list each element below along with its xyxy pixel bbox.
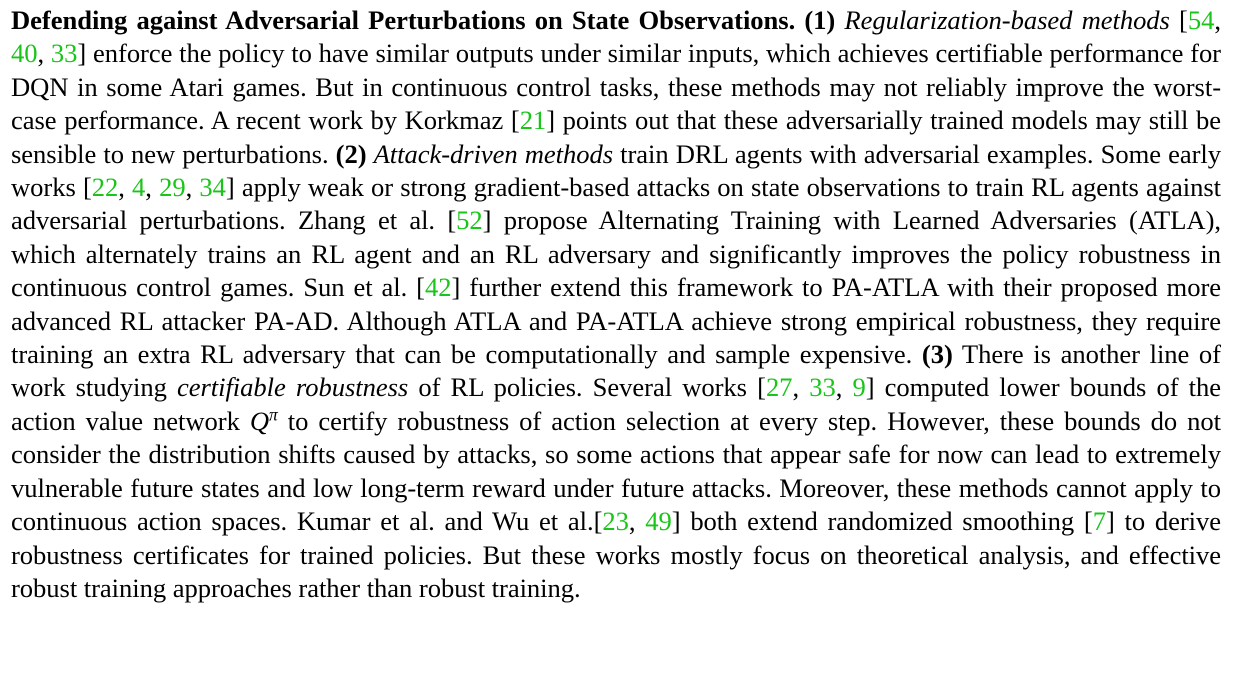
- citation-link[interactable]: 52: [456, 205, 483, 236]
- citation-link[interactable]: 34: [199, 172, 226, 203]
- body-text: There is another line of work studying: [11, 339, 1221, 403]
- list-marker-3: (3): [921, 339, 953, 370]
- math-q-pi: Qπ: [249, 404, 278, 436]
- citation-link[interactable]: 9: [852, 372, 866, 403]
- body-text: ] both extend randomized smoothing [: [671, 506, 1093, 537]
- citation-link[interactable]: 21: [519, 105, 547, 136]
- term-regularization-based-methods: Regularization-based methods: [844, 5, 1170, 35]
- citation-link[interactable]: 29: [159, 172, 186, 203]
- body-text: ] propose Alternating Training with Lear…: [11, 205, 1221, 303]
- citation-link[interactable]: 22: [91, 172, 119, 203]
- citation-link[interactable]: 40: [11, 38, 38, 69]
- citation-link[interactable]: 54: [1187, 5, 1215, 35]
- citation-link[interactable]: 33: [809, 372, 836, 403]
- body-text: ] enforce the policy to have similar out…: [11, 38, 1221, 136]
- body-text: to certify robustness of action selectio…: [11, 405, 1222, 537]
- body-text: train DRL agents with adversarial exampl…: [11, 138, 1221, 203]
- term-attack-driven-methods: Attack-driven methods: [373, 138, 614, 169]
- citation-link[interactable]: 23: [602, 506, 629, 537]
- citation-link[interactable]: 27: [765, 372, 793, 403]
- citation-link[interactable]: 42: [424, 272, 452, 303]
- citation-link[interactable]: 4: [132, 172, 146, 203]
- paper-page: Defending against Adversarial Perturbati…: [11, 4, 1221, 605]
- body-text: ] computed lower bounds of the action va…: [11, 372, 1221, 436]
- citation-link[interactable]: 33: [50, 38, 78, 69]
- section-heading: Defending against Adversarial Perturbati…: [11, 5, 796, 35]
- citation-link[interactable]: 7: [1092, 506, 1106, 537]
- body-text: ] apply weak or strong gradient-based at…: [11, 172, 1221, 236]
- body-text: ] points out that these adversarially tr…: [11, 105, 1221, 169]
- list-marker-1: (1): [804, 5, 836, 35]
- body-text: ] further extend this framework to PA-AT…: [11, 272, 1222, 370]
- term-certifiable-robustness: certifiable robustness: [176, 372, 409, 403]
- paragraph: Defending against Adversarial Perturbati…: [11, 5, 1222, 603]
- citation-link[interactable]: 49: [645, 506, 672, 537]
- body-text: of RL policies. Several works [: [418, 372, 766, 403]
- body-text: ] to derive robustness certificates for …: [11, 506, 1222, 603]
- list-marker-2: (2): [335, 138, 367, 169]
